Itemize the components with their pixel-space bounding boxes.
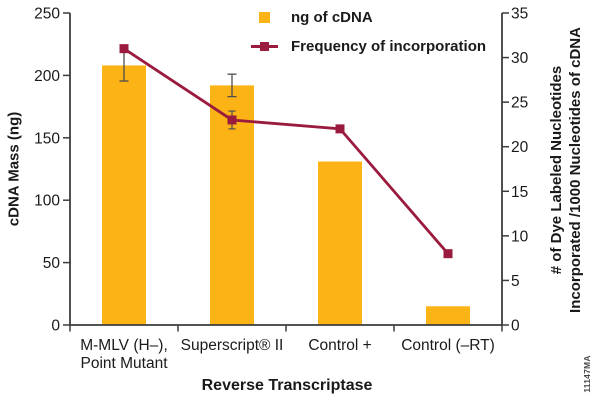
- right-axis-tick-label: 5: [511, 273, 520, 290]
- left-axis-tick-label: 0: [51, 318, 60, 335]
- left-axis-tick-label: 150: [34, 130, 60, 147]
- line-marker: [119, 44, 129, 54]
- right-axis-tick-label: 15: [511, 184, 528, 201]
- category-label: Control +: [308, 337, 371, 354]
- left-axis-tick-label: 200: [34, 68, 60, 85]
- x-axis-title: Reverse Transcriptase: [201, 377, 373, 394]
- bar: [102, 65, 146, 325]
- right-axis-tick-label: 35: [511, 6, 528, 23]
- left-axis-tick-label: 50: [43, 255, 61, 272]
- legend-item-line: Frequency of incorporation: [250, 37, 487, 55]
- left-axis-tick-label: 100: [34, 193, 60, 210]
- line-marker: [227, 115, 237, 125]
- bar-swatch-icon: [258, 11, 270, 23]
- legend-label-bar: ng of cDNA: [291, 8, 373, 26]
- line-swatch-icon: [250, 41, 278, 51]
- category-label: M-MLV (H–), Point Mutant: [80, 337, 168, 372]
- bar: [318, 161, 362, 325]
- right-axis-title: # of Dye Labeled Nucleotides Incorporate…: [547, 27, 585, 313]
- line-marker-icon: [259, 41, 269, 51]
- right-axis-tick-label: 20: [511, 139, 529, 156]
- left-axis-title: cDNA Mass (ng): [5, 111, 23, 227]
- right-axis-tick-label: 30: [511, 50, 529, 67]
- line-marker: [443, 249, 453, 259]
- right-axis-title-line1: # of Dye Labeled Nucleotides: [548, 65, 565, 275]
- category-label: Superscript® II: [181, 337, 284, 354]
- right-axis-tick-label: 10: [511, 228, 529, 245]
- frequency-line: [123, 47, 450, 255]
- left-axis-tick-label: 250: [34, 6, 60, 23]
- legend: ng of cDNA Frequency of incorporation: [250, 9, 486, 67]
- legend-label-line: Frequency of incorporation: [291, 37, 487, 55]
- right-axis-title-line2: Incorporated /1000 Nucleotides of cDNA: [567, 27, 584, 313]
- right-axis-tick-label: 25: [511, 95, 528, 112]
- bar: [426, 306, 470, 325]
- category-label: Control (–RT): [401, 337, 495, 354]
- figure-id: 11147MA: [582, 355, 592, 393]
- right-axis-tick-label: 0: [511, 318, 520, 335]
- line-marker: [335, 124, 345, 134]
- legend-item-bar: ng of cDNA: [250, 8, 486, 26]
